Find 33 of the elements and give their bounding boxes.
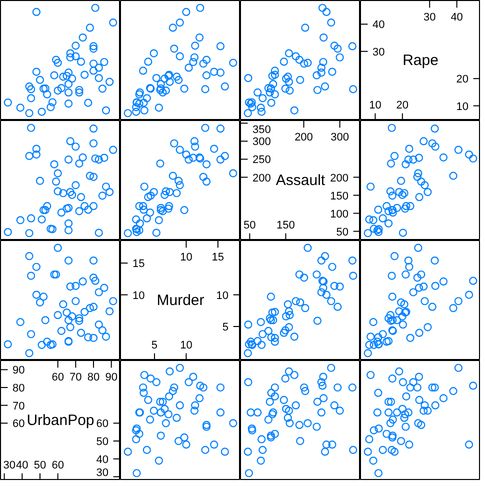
text: Rape [402, 52, 438, 69]
x2-tick-label: 15 [212, 252, 224, 264]
x2-tick-label: 10 [180, 252, 192, 264]
text: Murder [156, 292, 204, 309]
y-tick-label: 80 [12, 382, 25, 394]
x-tick-label: 50 [34, 460, 46, 472]
x-tick-label: 30 [3, 460, 16, 472]
y2-tick-label: 20 [456, 74, 469, 86]
y-tick-label: 70 [12, 400, 25, 412]
x2-tick-label: 300 [330, 132, 349, 144]
x2-tick-label: 30 [423, 12, 436, 24]
y-tick-label: 350 [252, 124, 271, 136]
x2-tick-label: 40 [450, 12, 463, 24]
x2-tick-label: 70 [70, 372, 82, 384]
x2-tick-label: 200 [294, 132, 313, 144]
y-tick-label: 90 [12, 364, 25, 377]
y-tick-label: 200 [252, 172, 271, 184]
y2-tick-label: 10 [216, 290, 229, 302]
y2-tick-label: 100 [330, 208, 349, 220]
x2-tick-label: 80 [87, 372, 100, 384]
x2-tick-label: 60 [52, 372, 64, 384]
y-tick-label: 300 [252, 136, 271, 148]
x2-tick-label: 90 [105, 372, 118, 384]
y2-tick-label: 60 [96, 418, 109, 430]
y-tick-label: 60 [12, 418, 25, 430]
x-tick-label: 60 [52, 460, 64, 472]
y2-tick-label: 150 [330, 190, 349, 202]
text: Assault [276, 172, 326, 189]
y2-tick-label: 5 [222, 322, 229, 334]
y-tick-label: 250 [252, 154, 271, 166]
y2-tick-label: 50 [96, 436, 109, 448]
y2-tick-label: 200 [330, 172, 349, 184]
text: UrbanPop [26, 412, 94, 429]
